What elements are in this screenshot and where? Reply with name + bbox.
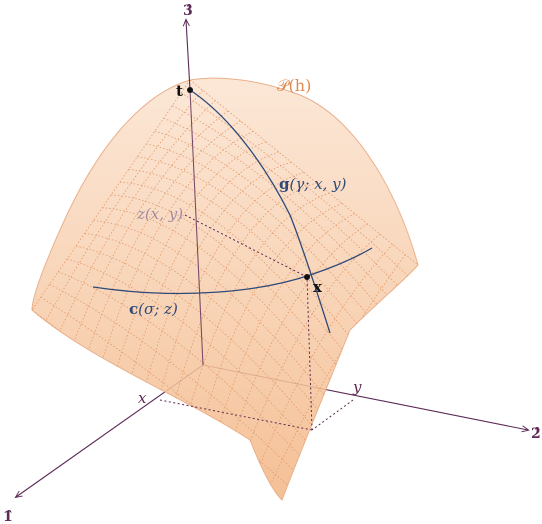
- surface-grid-line: [226, 223, 368, 458]
- surface-grid-line: [239, 233, 381, 469]
- axis-label-e2: 2̂: [531, 426, 541, 442]
- surface-grid-line: [59, 100, 216, 332]
- surface-grid-line: [49, 284, 298, 475]
- axis-e3-upper: [186, 20, 191, 91]
- surface-grid-line: [58, 271, 305, 462]
- surface-grid-line: [156, 172, 305, 406]
- curve-label-c-args: (σ; z): [138, 300, 178, 318]
- curve-label-c: c(σ; z): [129, 300, 178, 318]
- construction-lines: [159, 214, 354, 431]
- surface-grid-line: [184, 192, 330, 427]
- surface-grid-line: [102, 207, 343, 396]
- axis-e3-front: [189, 89, 204, 366]
- z-label: z(x, y): [136, 205, 183, 223]
- surface-grid-line: [119, 181, 358, 370]
- curve-label-g-name: g: [279, 175, 290, 193]
- surface-grid-line: [198, 202, 343, 437]
- surface-grid-line: [45, 90, 204, 321]
- surface-p-h: [31, 77, 419, 501]
- surface-grid-line: [114, 141, 267, 374]
- surface-grid-line: [73, 110, 229, 342]
- point-label-x: x: [313, 278, 323, 296]
- surface-grid-line: [154, 130, 389, 318]
- point-x: [304, 274, 310, 280]
- surface-grid-line: [101, 131, 254, 363]
- surface-grid-line: [84, 232, 328, 422]
- curve-label-c-name: c: [129, 300, 138, 318]
- axis-label-x: x: [138, 389, 147, 407]
- surface-label: 𝒫(h): [277, 76, 311, 95]
- surface-grid-line: [87, 120, 241, 353]
- surface-grid-line: [137, 156, 374, 344]
- surface-grid-line: [253, 244, 393, 480]
- surface-grid-line: [66, 258, 313, 449]
- curve-label-g-args: (γ; x, y): [290, 175, 347, 193]
- point-label-t: t: [176, 82, 183, 100]
- curve-label-g: g(γ; x, y): [279, 175, 347, 193]
- curve-g: [189, 89, 331, 334]
- axis-label-e1: 1̂: [3, 509, 13, 524]
- axis-label-e3: 3̂: [183, 3, 193, 19]
- point-t: [187, 87, 193, 93]
- dotted-z-to-point: [184, 214, 308, 278]
- axis-label-y: y: [352, 378, 362, 396]
- surface-grid-line: [170, 182, 317, 416]
- surface-grid-line: [146, 143, 381, 331]
- dotted-x-to-corner: [159, 399, 313, 431]
- surface-grid-line: [128, 151, 279, 385]
- curves: [92, 89, 373, 334]
- curve-c: [92, 247, 373, 295]
- dotted-corner-to-point: [306, 276, 313, 431]
- dotted-y-to-corner: [311, 399, 354, 431]
